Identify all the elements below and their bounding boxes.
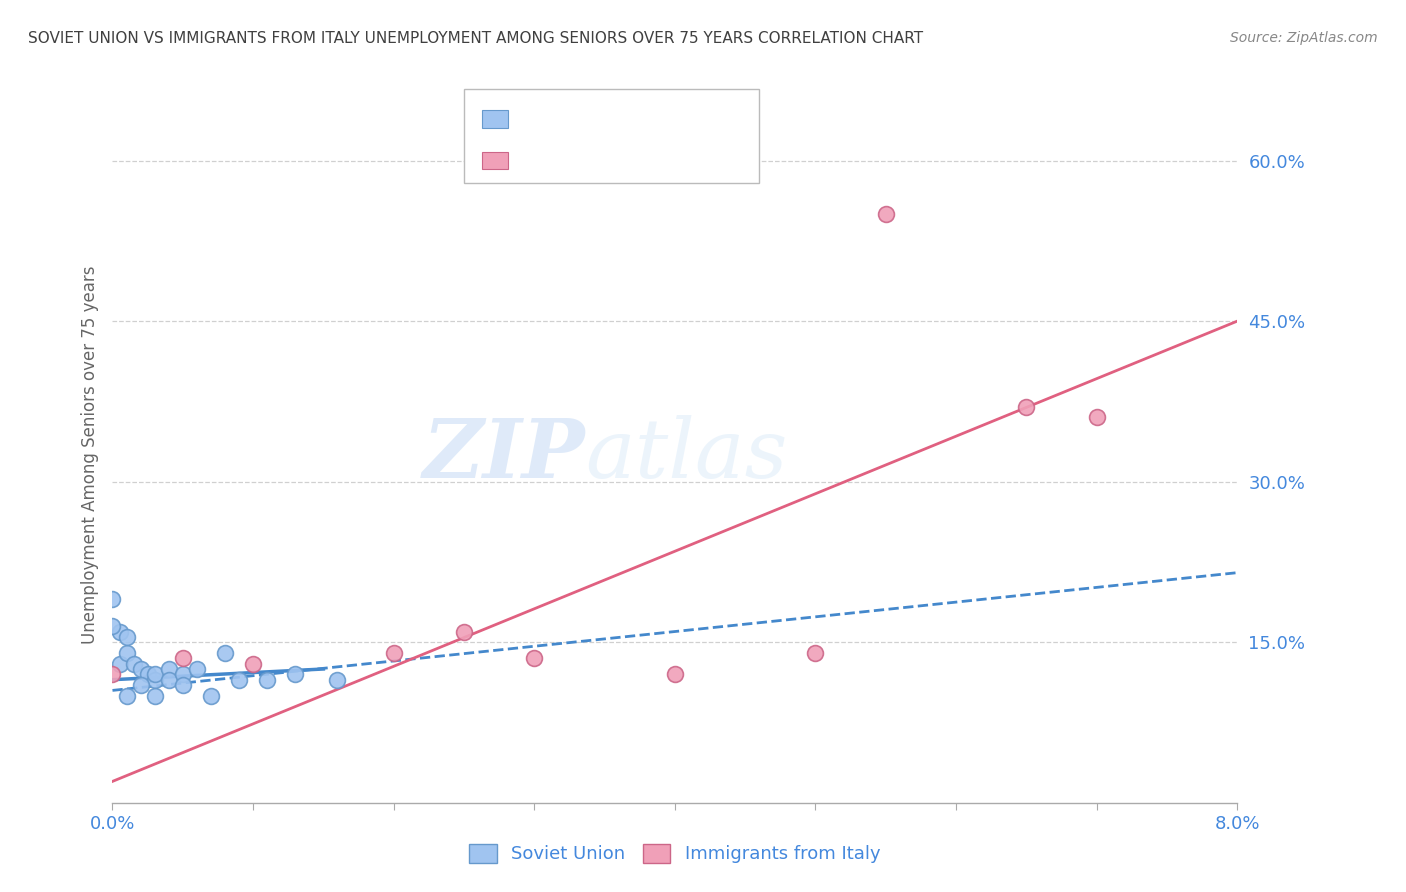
Point: [101, 667, 124, 681]
Point: [284, 667, 307, 681]
Point: [523, 651, 546, 665]
Point: [157, 662, 180, 676]
Point: [664, 667, 686, 681]
Text: R =: R =: [516, 107, 555, 125]
Point: [115, 689, 138, 703]
Point: [242, 657, 264, 671]
Point: [108, 657, 131, 671]
Point: [1085, 410, 1108, 425]
Point: [228, 673, 250, 687]
Point: [101, 619, 124, 633]
Point: [129, 678, 152, 692]
Point: [122, 657, 145, 671]
Point: [115, 646, 138, 660]
Point: [143, 673, 166, 687]
Point: [326, 673, 349, 687]
Point: [200, 689, 222, 703]
Text: Source: ZipAtlas.com: Source: ZipAtlas.com: [1230, 31, 1378, 45]
Text: R =: R =: [516, 143, 555, 161]
Text: ZIP: ZIP: [422, 415, 585, 495]
Legend: Soviet Union, Immigrants from Italy: Soviet Union, Immigrants from Italy: [470, 844, 880, 863]
Text: SOVIET UNION VS IMMIGRANTS FROM ITALY UNEMPLOYMENT AMONG SENIORS OVER 75 YEARS C: SOVIET UNION VS IMMIGRANTS FROM ITALY UN…: [28, 31, 924, 46]
Point: [875, 207, 897, 221]
Point: [172, 651, 194, 665]
Point: [382, 646, 405, 660]
Text: 0.070: 0.070: [547, 107, 603, 125]
Point: [143, 667, 166, 681]
Point: [804, 646, 827, 660]
Point: [157, 673, 180, 687]
Point: [1015, 400, 1038, 414]
Point: [108, 624, 131, 639]
Text: N = 10: N = 10: [599, 143, 666, 161]
Text: atlas: atlas: [585, 415, 787, 495]
Point: [143, 689, 166, 703]
Text: N = 25: N = 25: [599, 107, 666, 125]
Point: [214, 646, 236, 660]
Point: [186, 662, 208, 676]
Y-axis label: Unemployment Among Seniors over 75 years: Unemployment Among Seniors over 75 years: [80, 266, 98, 644]
Point: [453, 624, 475, 639]
Point: [136, 667, 159, 681]
Point: [115, 630, 138, 644]
Point: [101, 592, 124, 607]
Point: [172, 667, 194, 681]
Point: [256, 673, 278, 687]
Text: 0.767: 0.767: [547, 143, 603, 161]
Point: [172, 678, 194, 692]
Point: [129, 662, 152, 676]
